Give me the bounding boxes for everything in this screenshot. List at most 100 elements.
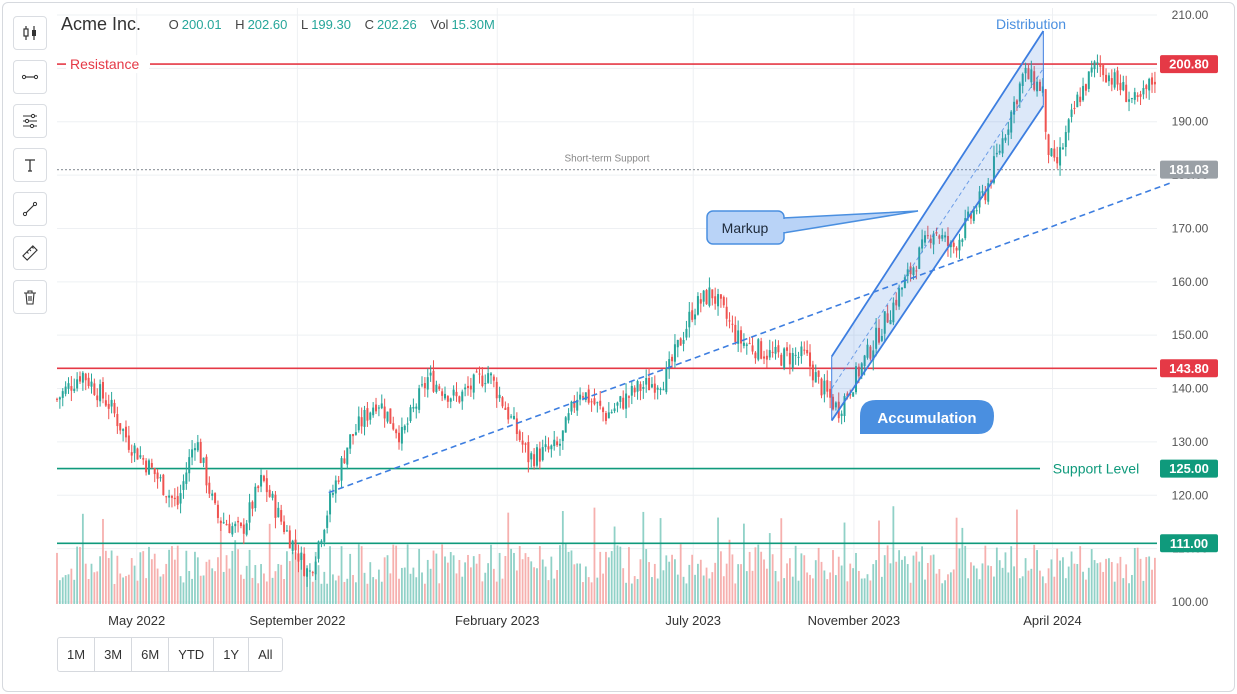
volume-bar bbox=[472, 556, 475, 604]
candle-body bbox=[642, 387, 645, 389]
candlestick-tool-button[interactable] bbox=[13, 16, 47, 50]
text-tool-button[interactable] bbox=[13, 148, 47, 182]
volume-bar bbox=[1099, 562, 1102, 604]
candle-body bbox=[349, 434, 352, 449]
volume-bar bbox=[395, 545, 398, 604]
candle-body bbox=[403, 425, 406, 431]
volume-bar bbox=[1110, 562, 1113, 604]
volume-bar bbox=[679, 544, 682, 604]
candle-body bbox=[1110, 78, 1113, 85]
range-all-button[interactable]: All bbox=[258, 647, 273, 662]
candle-body bbox=[504, 407, 507, 410]
range-3m-button[interactable]: 3M bbox=[95, 638, 133, 671]
candle-body bbox=[998, 150, 1001, 153]
volume-bar bbox=[398, 578, 400, 604]
volume-bar bbox=[96, 571, 99, 604]
candle-body bbox=[306, 568, 309, 577]
candle-body bbox=[363, 410, 366, 427]
candle-body bbox=[619, 396, 622, 402]
candle-body bbox=[323, 529, 326, 542]
candle-body bbox=[265, 478, 268, 493]
volume-bar bbox=[521, 559, 524, 604]
candle-body bbox=[1041, 86, 1044, 93]
range-selector: 1M 3M 6M YTD 1Y All bbox=[57, 637, 283, 672]
volume-bar bbox=[441, 544, 444, 604]
volume-bar bbox=[972, 565, 975, 604]
candle-body bbox=[734, 324, 737, 342]
volume-bar bbox=[771, 554, 774, 604]
volume-bar bbox=[386, 555, 389, 604]
volume-bar bbox=[481, 581, 484, 604]
candle-body bbox=[648, 377, 651, 391]
candle-body bbox=[898, 288, 901, 307]
candle-body bbox=[1056, 157, 1059, 164]
volume-bar bbox=[797, 580, 800, 604]
volume-bar bbox=[711, 572, 714, 604]
volume-bar bbox=[205, 561, 208, 604]
range-6m-button[interactable]: 6M bbox=[132, 638, 170, 671]
volume-bar bbox=[452, 555, 455, 604]
candle-body bbox=[119, 423, 122, 431]
volume-bar bbox=[421, 572, 423, 604]
low-value: 199.30 bbox=[311, 17, 351, 32]
candle-body bbox=[245, 523, 248, 535]
volume-bar bbox=[211, 568, 214, 604]
volume-bar bbox=[70, 568, 73, 604]
candle-body bbox=[122, 429, 125, 431]
candle-body bbox=[694, 314, 697, 320]
volume-bar bbox=[400, 567, 403, 604]
trend-line-tool-button[interactable] bbox=[13, 192, 47, 226]
candle-body bbox=[547, 446, 550, 450]
range-ytd-button[interactable]: YTD bbox=[169, 638, 215, 671]
distribution-label: Distribution bbox=[996, 16, 1066, 32]
volume-bar bbox=[1139, 558, 1142, 604]
candle-body bbox=[444, 393, 447, 399]
candle-body bbox=[1142, 88, 1145, 95]
ruler-tool-button[interactable] bbox=[13, 236, 47, 270]
candle-body bbox=[369, 412, 372, 420]
volume-bar bbox=[596, 577, 599, 604]
volume-bar bbox=[725, 563, 728, 604]
candle-body bbox=[558, 443, 561, 446]
candle-body bbox=[639, 384, 642, 391]
volume-bar bbox=[1016, 509, 1018, 604]
candle-body bbox=[992, 156, 995, 183]
volume-bar bbox=[254, 565, 257, 604]
range-1m-button[interactable]: 1M bbox=[58, 638, 96, 671]
volume-bar bbox=[530, 561, 533, 604]
delete-tool-button[interactable] bbox=[13, 280, 47, 314]
horizontal-line-tool-button[interactable] bbox=[13, 60, 47, 94]
candle-body bbox=[556, 441, 559, 446]
volume-bar bbox=[303, 553, 306, 604]
volume-bar bbox=[156, 568, 159, 604]
volume-bar bbox=[406, 544, 409, 604]
candle-body bbox=[130, 452, 133, 456]
volume-bar bbox=[484, 572, 487, 604]
volume-bar bbox=[58, 580, 61, 604]
candle-body bbox=[650, 384, 653, 388]
candle-body bbox=[524, 443, 527, 445]
candle-body bbox=[717, 294, 720, 307]
volume-bar bbox=[895, 561, 898, 604]
volume-bar bbox=[682, 576, 685, 604]
range-1y-button[interactable]: 1Y bbox=[214, 638, 250, 671]
candle-body bbox=[1096, 62, 1099, 64]
volume-bar bbox=[148, 546, 150, 604]
volume-bar bbox=[625, 582, 627, 604]
candle-body bbox=[466, 385, 469, 389]
candle-body bbox=[1033, 71, 1036, 90]
volume-bar bbox=[415, 577, 418, 604]
settings-tool-button[interactable] bbox=[13, 104, 47, 138]
volume-bar bbox=[757, 544, 760, 604]
short-term-support-price-tag-bg bbox=[1160, 160, 1218, 179]
volume-bar bbox=[1096, 563, 1099, 604]
volume-bar bbox=[231, 550, 234, 604]
volume-bar bbox=[921, 546, 924, 604]
candle-body bbox=[260, 474, 263, 487]
volume-bar bbox=[840, 565, 843, 604]
candle-body bbox=[581, 396, 584, 398]
volume-bar bbox=[165, 563, 168, 604]
candle-body bbox=[438, 386, 441, 390]
candle-body bbox=[329, 493, 332, 515]
